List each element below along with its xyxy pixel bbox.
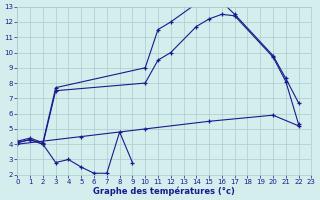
X-axis label: Graphe des températures (°c): Graphe des températures (°c) xyxy=(93,186,235,196)
